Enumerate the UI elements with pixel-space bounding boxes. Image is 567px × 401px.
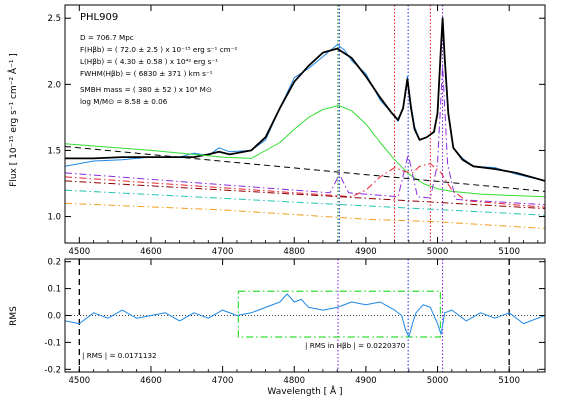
top-series-1-total-fit <box>65 17 545 182</box>
top-series-4--oiii- <box>65 65 545 206</box>
top-ytick-label-2: 2.0 <box>47 80 61 90</box>
bottom-xtick-label-5: 5000 <box>427 376 449 386</box>
bottom-xtick-label-1: 4600 <box>140 376 162 386</box>
x-axis-label: Wavelength [ Å ] <box>267 385 342 397</box>
bottom-xtick-label-4: 4900 <box>355 376 377 386</box>
smbh-mass-label: SMBH mass = ( 380 ± 52 ) x 10⁶ M⊙ <box>80 85 212 94</box>
top-xtick-label-0: 4500 <box>69 247 91 257</box>
top-y-axis-label: Flux [ 10⁻¹⁵ erg s⁻¹ cm⁻² Å⁻¹ ] <box>7 53 19 187</box>
bottom-ytick-label-3: 0.1 <box>47 285 61 295</box>
top-series-6-component <box>65 180 545 210</box>
fit-annotations: D = 706.7 Mpc F(Hβb) = ( 72.0 ± 2.5 ) x … <box>80 33 237 106</box>
top-series-5-fe-ii-component <box>65 163 545 208</box>
top-xtick-label-1: 4600 <box>140 247 162 257</box>
top-xtick-label-6: 5100 <box>498 247 520 257</box>
top-xtick-label-2: 4700 <box>212 247 234 257</box>
flux-label: F(Hβb) = ( 72.0 ± 2.5 ) x 10⁻¹⁵ erg s⁻¹ … <box>80 45 237 54</box>
top-series-3-power-law-continuum <box>65 146 545 192</box>
hbeta-window-box <box>237 290 442 338</box>
top-xtick-label-5: 5000 <box>427 247 449 257</box>
luminosity-label: L(Hβb) = ( 4.30 ± 0.58 ) x 10⁴² erg s⁻¹ <box>80 57 218 66</box>
top-series-8-host <box>65 202 545 229</box>
top-frame <box>64 4 546 244</box>
bottom-series-0-residual <box>65 293 545 338</box>
log-mass-label: log M/M⊙ = 8.58 ± 0.06 <box>80 97 168 106</box>
distance-label: D = 706.7 Mpc <box>80 33 134 42</box>
bottom-plot-area <box>65 259 545 372</box>
bottom-ytick-label-0: -0.2 <box>44 365 61 375</box>
top-xtick-label-3: 4800 <box>283 247 305 257</box>
top-series-2-broad-h- <box>65 105 545 198</box>
top-ytick-label-0: 1.0 <box>47 213 61 223</box>
top-plot-area <box>65 5 545 243</box>
bottom-xtick-label-2: 4700 <box>212 376 234 386</box>
rms-total-label: | RMS | = 0.0171132 <box>82 351 157 360</box>
bottom-ytick-label-4: 0.2 <box>47 258 61 268</box>
bottom-xtick-label-6: 5100 <box>498 376 520 386</box>
top-ytick-label-3: 2.5 <box>47 14 61 24</box>
object-name: PHL909 <box>80 12 118 23</box>
top-panel: 4500 4600 4700 4800 4900 5000 5100 1.0 1.5 2.0 2.5 <box>47 4 546 257</box>
bottom-ytick-label-2: 0.0 <box>47 312 61 322</box>
fwhm-label: FWHM(Hβb) = ( 6830 ± 371 ) km s⁻¹ <box>80 69 213 78</box>
top-ytick-label-1: 1.5 <box>47 146 61 156</box>
top-xtick-label-4: 4900 <box>355 247 377 257</box>
bottom-ytick-label-1: -0.1 <box>44 338 61 348</box>
bottom-y-axis-label: RMS <box>9 306 19 326</box>
bottom-xtick-label-0: 4500 <box>69 376 91 386</box>
bottom-panel: 4500 4600 4700 4800 4900 5000 5100 -0.2 -0.1 0.0 0… <box>44 258 546 386</box>
bottom-xtick-label-3: 4800 <box>283 376 305 386</box>
rms-hbeta-label: | RMS in Hβb | = 0.0220370 <box>305 341 406 350</box>
